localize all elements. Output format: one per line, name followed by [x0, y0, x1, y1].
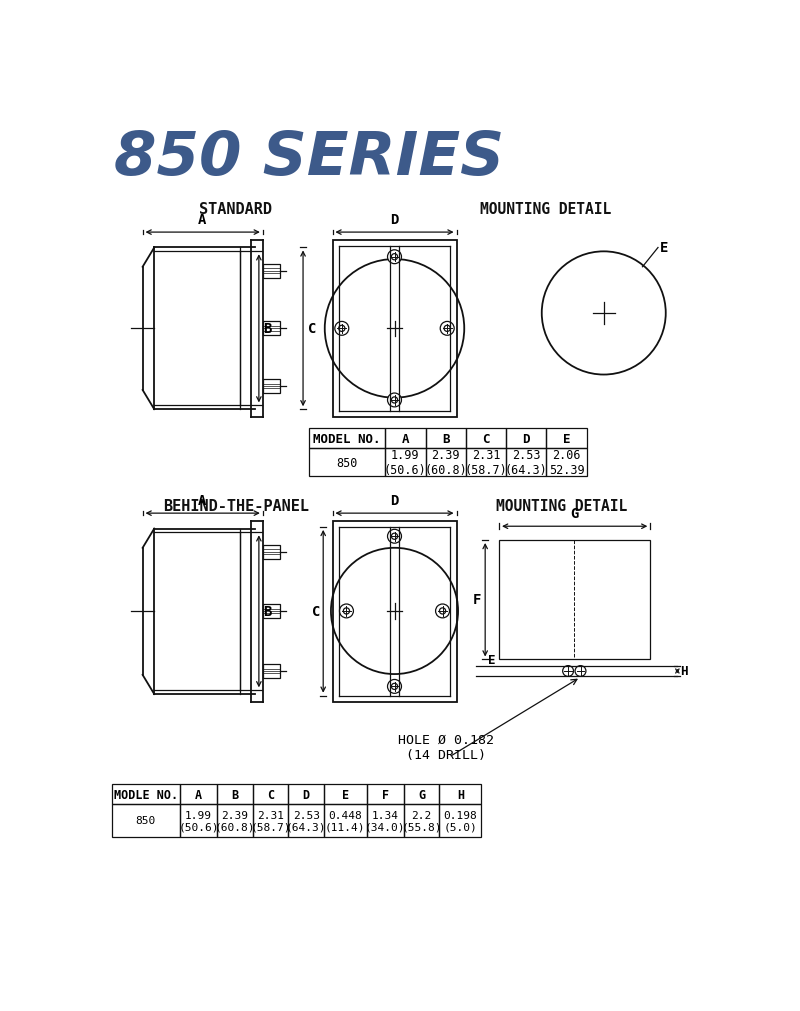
Text: A: A [198, 493, 206, 508]
Text: 2.39
(60.8): 2.39 (60.8) [214, 810, 255, 831]
Bar [253, 805, 288, 837]
Bar [506, 429, 546, 449]
Bar [262, 605, 280, 619]
Text: E: E [562, 433, 570, 446]
Text: D: D [522, 433, 530, 446]
Text: D: D [390, 493, 398, 508]
Text: 850: 850 [135, 816, 156, 826]
Bar [112, 805, 180, 837]
Bar [262, 380, 280, 393]
Text: 2.53
(64.3): 2.53 (64.3) [286, 810, 326, 831]
Bar [112, 785, 180, 805]
Bar [262, 323, 280, 336]
Bar [439, 785, 482, 805]
Text: B: B [263, 323, 272, 336]
Text: 2.2
(55.8): 2.2 (55.8) [402, 810, 442, 831]
Circle shape [387, 251, 402, 265]
Circle shape [387, 393, 402, 407]
Text: H: H [457, 788, 464, 801]
Text: HOLE Ø 0.182
(14 DRILL): HOLE Ø 0.182 (14 DRILL) [398, 733, 494, 761]
Text: 850: 850 [337, 456, 358, 469]
Bar [333, 241, 457, 418]
Text: 0.448
(11.4): 0.448 (11.4) [325, 810, 366, 831]
Bar [180, 785, 217, 805]
Bar [466, 429, 506, 449]
Text: F: F [382, 788, 389, 801]
Text: C: C [312, 605, 320, 619]
Bar [324, 805, 366, 837]
Bar [546, 429, 586, 449]
Text: B: B [263, 605, 272, 619]
Text: 850 SERIES: 850 SERIES [114, 129, 504, 188]
Text: BEHIND-THE-PANEL: BEHIND-THE-PANEL [162, 498, 309, 514]
Bar [506, 449, 546, 477]
Text: 0.198
(5.0): 0.198 (5.0) [443, 810, 478, 831]
Text: 2.53
(64.3): 2.53 (64.3) [505, 449, 548, 477]
Text: 1.34
(34.0): 1.34 (34.0) [365, 810, 406, 831]
Text: E: E [342, 788, 349, 801]
Bar [288, 785, 324, 805]
Text: F: F [473, 592, 482, 607]
Text: A: A [198, 212, 206, 226]
Bar [426, 449, 466, 477]
Bar [366, 785, 404, 805]
Bar [262, 265, 280, 278]
Text: H: H [681, 665, 688, 677]
Text: MOUNTING DETAIL: MOUNTING DETAIL [495, 498, 626, 514]
Circle shape [562, 666, 574, 676]
Text: D: D [302, 788, 310, 801]
Text: STANDARD: STANDARD [199, 202, 272, 217]
Bar [333, 522, 457, 702]
Text: 1.99
(50.6): 1.99 (50.6) [178, 810, 218, 831]
Text: C: C [308, 323, 316, 336]
Bar [499, 541, 650, 660]
Bar [466, 449, 506, 477]
Bar [180, 805, 217, 837]
Bar [262, 664, 280, 678]
Bar [404, 785, 439, 805]
Circle shape [440, 323, 454, 336]
Text: 2.39
(60.8): 2.39 (60.8) [424, 449, 467, 477]
Bar [404, 805, 439, 837]
Bar [546, 449, 586, 477]
Text: 2.06
52.39: 2.06 52.39 [549, 449, 584, 477]
Bar [310, 429, 386, 449]
Bar [310, 449, 386, 477]
Text: MODLE NO.: MODLE NO. [114, 788, 178, 801]
Text: E: E [488, 653, 495, 666]
Text: B: B [442, 433, 450, 446]
Circle shape [575, 666, 586, 676]
Bar [262, 545, 280, 559]
Text: MODEL NO.: MODEL NO. [314, 433, 381, 446]
Bar [217, 805, 253, 837]
Bar [439, 805, 482, 837]
Bar [386, 429, 426, 449]
Text: D: D [390, 212, 398, 226]
Circle shape [335, 323, 349, 336]
Text: 2.31
(58.7): 2.31 (58.7) [465, 449, 507, 477]
Circle shape [387, 530, 402, 544]
Bar [217, 785, 253, 805]
Text: G: G [418, 788, 425, 801]
Bar [366, 805, 404, 837]
Bar [288, 805, 324, 837]
Bar [253, 785, 288, 805]
Text: G: G [570, 507, 578, 521]
Bar [386, 449, 426, 477]
Text: A: A [195, 788, 202, 801]
Text: 1.99
(50.6): 1.99 (50.6) [384, 449, 426, 477]
Bar [426, 429, 466, 449]
Circle shape [387, 679, 402, 694]
Circle shape [339, 605, 354, 619]
Text: A: A [402, 433, 409, 446]
Text: B: B [231, 788, 238, 801]
Text: E: E [660, 242, 669, 255]
Bar [324, 785, 366, 805]
Text: 2.31
(58.7): 2.31 (58.7) [250, 810, 290, 831]
Text: MOUNTING DETAIL: MOUNTING DETAIL [480, 202, 611, 217]
Text: C: C [482, 433, 490, 446]
Circle shape [435, 605, 450, 619]
Text: C: C [267, 788, 274, 801]
